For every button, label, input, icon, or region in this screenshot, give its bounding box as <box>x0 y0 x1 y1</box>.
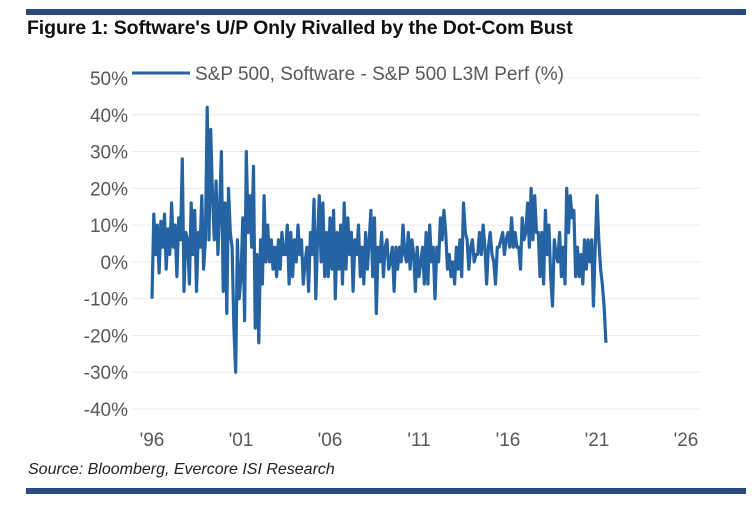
figure-title: Figure 1: Software's U/P Only Rivalled b… <box>27 17 573 39</box>
legend-label: S&P 500, Software - S&P 500 L3M Perf (%) <box>195 64 564 85</box>
x-axis-ticks: '96 '01 '06 '11 '16 '21 '26 <box>140 430 699 451</box>
x-tick-label: '26 <box>674 430 699 451</box>
y-axis-ticks: 50% 40% 30% 20% 10% 0% -10% -20% -30% -40% <box>84 69 128 421</box>
x-tick-label: '16 <box>496 430 521 451</box>
y-tick-label: 20% <box>90 179 128 200</box>
x-tick-label: '96 <box>140 430 165 451</box>
y-tick-label: 10% <box>90 216 128 237</box>
y-tick-label: -40% <box>84 400 128 421</box>
x-tick-label: '21 <box>585 430 610 451</box>
y-tick-label: 40% <box>90 106 128 127</box>
x-tick-label: '01 <box>229 430 254 451</box>
x-tick-label: '11 <box>407 430 430 451</box>
legend: S&P 500, Software - S&P 500 L3M Perf (%) <box>132 64 564 85</box>
bottom-rule <box>26 488 746 494</box>
y-tick-label: -20% <box>84 326 128 347</box>
source-note: Source: Bloomberg, Evercore ISI Research <box>28 461 335 478</box>
y-tick-label: -30% <box>84 363 128 384</box>
y-tick-label: 30% <box>90 143 128 164</box>
y-tick-label: -10% <box>84 290 128 311</box>
top-rule <box>26 9 746 15</box>
x-tick-label: '06 <box>318 430 343 451</box>
y-tick-label: 0% <box>101 253 129 274</box>
series-group <box>150 105 608 374</box>
y-tick-label: 50% <box>90 69 128 90</box>
series-line-0 <box>150 105 608 374</box>
